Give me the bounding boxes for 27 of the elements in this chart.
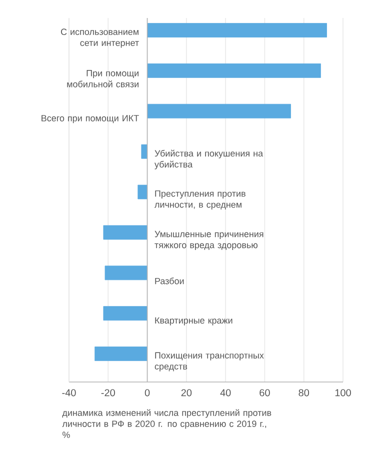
x-axis-title: динамика изменений числа преступлений против личности в РФ в 2020 г. по сравнению с 2019 г., % [62, 409, 272, 438]
y-tick-label: Похищения транспортных средств [154, 352, 264, 372]
y-tick-label: Умышленные причинения тяжкого вреда здоровью [154, 230, 264, 250]
bar [103, 225, 148, 240]
x-tick-label: 60 [260, 389, 270, 396]
bar [104, 266, 148, 280]
x-tick-label: 100 [335, 389, 351, 396]
y-tick-label: При помощи мобильной связи [67, 70, 138, 88]
y-tick-label: Всего при помощи ИКТ [42, 115, 139, 124]
bar [138, 184, 148, 200]
bar [94, 346, 148, 361]
x-tick-label: 40 [220, 389, 231, 396]
y-tick-label: Разбои [155, 278, 184, 284]
bar [147, 23, 327, 38]
bar [147, 63, 321, 78]
bar [103, 306, 148, 321]
y-tick-label: Преступления против личности, в среднем [154, 190, 246, 210]
x-tick-label: 80 [298, 389, 310, 396]
bar [147, 104, 291, 118]
x-tick-label: 20 [181, 389, 192, 396]
x-tick-label: -40 [62, 389, 76, 396]
bar [141, 144, 148, 159]
y-tick-label: С использованием сети интернет [60, 28, 139, 48]
y-tick-label: Квартирные кражи [155, 317, 232, 326]
y-tick-label: Убийства и покушения на убийства [154, 150, 264, 170]
x-tick-label: 0 [144, 389, 150, 396]
x-tick-label: -20 [101, 389, 115, 396]
